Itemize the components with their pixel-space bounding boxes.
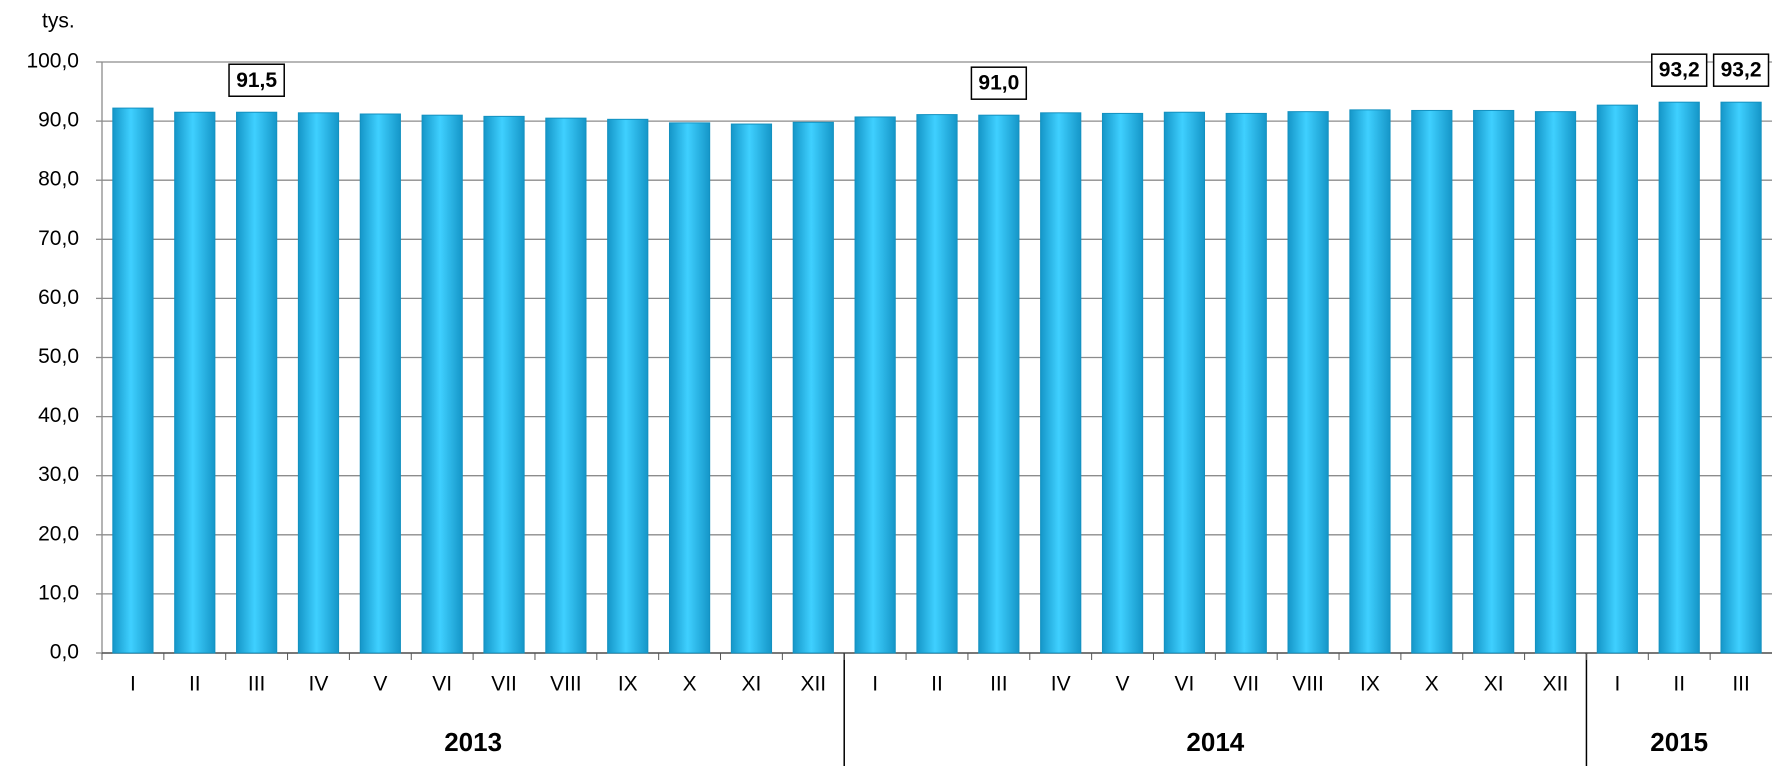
y-tick-label: 30,0 — [38, 463, 79, 486]
y-tick-label: 10,0 — [38, 581, 79, 604]
data-label: 91,0 — [978, 72, 1019, 95]
y-tick-label: 60,0 — [38, 286, 79, 309]
y-tick-label: 80,0 — [38, 168, 79, 191]
bar — [1411, 109, 1453, 654]
x-tick-label: XI — [742, 673, 762, 696]
x-tick-label: VI — [1174, 673, 1194, 696]
bar — [421, 114, 463, 654]
bar — [545, 117, 587, 654]
x-tick-label: III — [990, 673, 1008, 696]
bar — [668, 122, 711, 654]
x-tick-label: IX — [1360, 673, 1380, 696]
bar — [1473, 109, 1515, 654]
x-tick-label: II — [189, 673, 201, 696]
x-tick-label: XI — [1484, 673, 1504, 696]
bar — [1596, 104, 1638, 654]
bar — [978, 114, 1020, 654]
y-tick-label: 90,0 — [38, 109, 79, 132]
bar — [730, 123, 773, 654]
bar — [1534, 111, 1577, 654]
bar — [607, 118, 649, 654]
y-tick-label: 70,0 — [38, 227, 79, 250]
x-tick-label: VII — [491, 673, 517, 696]
x-tick-label: V — [373, 673, 387, 696]
bar — [236, 111, 278, 654]
x-tick-label: VIII — [550, 673, 582, 696]
bar — [1349, 109, 1391, 654]
y-tick-label: 40,0 — [38, 404, 79, 427]
x-tick-label: III — [248, 673, 266, 696]
bar — [792, 121, 834, 654]
x-tick-label: VII — [1233, 673, 1259, 696]
data-label: 93,2 — [1659, 59, 1700, 82]
x-tick-label: VIII — [1292, 673, 1324, 696]
bar — [112, 107, 154, 654]
year: 2014 — [1186, 727, 1244, 757]
x-tick-label: I — [872, 673, 878, 696]
unit-label: tys. — [42, 10, 75, 33]
bar — [297, 112, 340, 654]
x-tick-label: X — [683, 673, 697, 696]
data-label: 93,2 — [1721, 59, 1762, 82]
bar — [854, 116, 896, 654]
y-tick-label: 50,0 — [38, 345, 79, 368]
data-label: 91,5 — [236, 69, 277, 92]
y-tick-label: 100,0 — [26, 50, 79, 73]
data-label-box — [228, 63, 285, 97]
data-label-box — [1712, 53, 1770, 87]
x-tick-label: IV — [309, 673, 329, 696]
x-tick-label: II — [1673, 673, 1685, 696]
x-tick-label: XII — [800, 673, 826, 696]
bar — [1163, 111, 1206, 654]
bar — [916, 114, 958, 654]
y-tick-label: 0,0 — [50, 641, 79, 664]
year: 2013 — [444, 727, 502, 757]
bar — [359, 113, 401, 654]
year: 2015 — [1650, 727, 1708, 757]
bar — [1720, 101, 1762, 654]
x-tick-label: III — [1732, 673, 1750, 696]
x-tick-label: IV — [1051, 673, 1071, 696]
bar — [1287, 111, 1329, 654]
bar — [1225, 112, 1267, 654]
data-label-box — [970, 66, 1028, 100]
y-tick-label: 20,0 — [38, 522, 79, 545]
x-tick-label: VI — [432, 673, 452, 696]
x-tick-label: I — [130, 673, 136, 696]
x-tick-label: V — [1116, 673, 1130, 696]
x-tick-label: II — [931, 673, 943, 696]
x-tick-label: I — [1614, 673, 1620, 696]
bar — [1658, 101, 1700, 654]
x-tick-label: X — [1425, 673, 1439, 696]
bar — [1101, 112, 1144, 654]
data-label-box — [1651, 53, 1708, 87]
x-tick-label: XII — [1543, 673, 1569, 696]
bar — [483, 115, 525, 654]
bar — [174, 111, 216, 654]
bar — [1040, 112, 1082, 654]
x-tick-label: IX — [618, 673, 638, 696]
